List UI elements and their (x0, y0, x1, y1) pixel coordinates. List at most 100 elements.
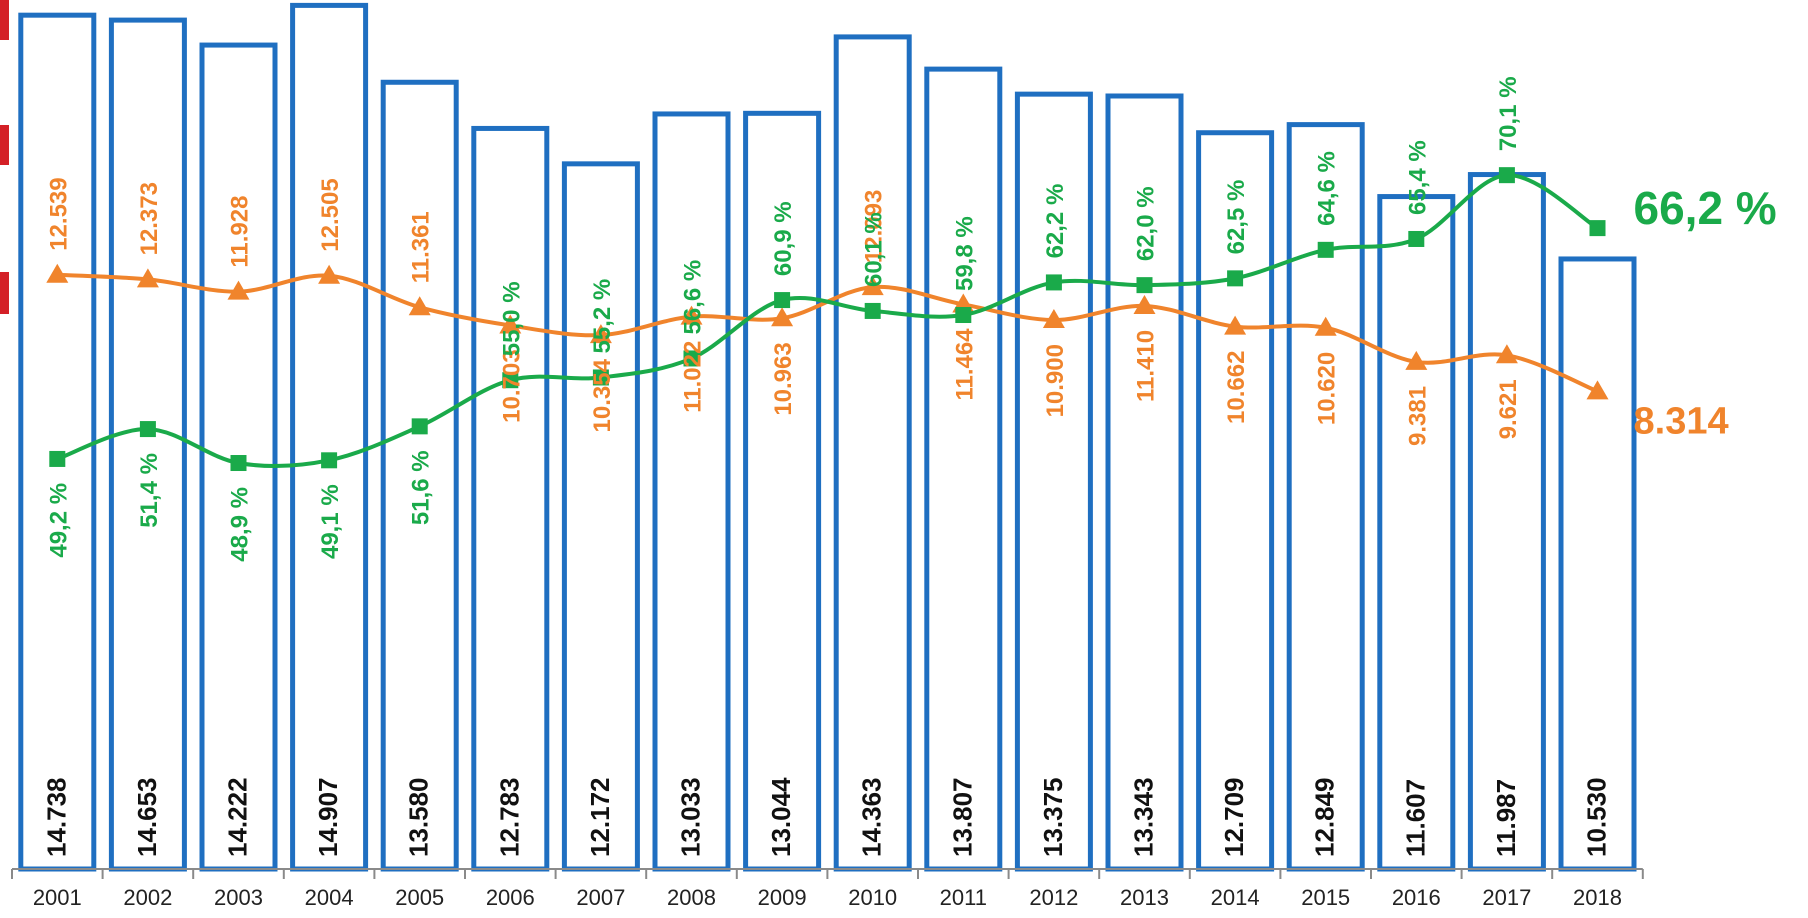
green-series-marker (1317, 241, 1334, 258)
x-tick-label: 2007 (576, 885, 625, 910)
bar-value-label: 12.172 (585, 777, 615, 857)
bar-value-label: 13.580 (404, 777, 434, 857)
orange-series-value-label: 12.373 (136, 182, 163, 255)
orange-series-value-label: 12.093 (861, 190, 888, 263)
x-tick-label: 2017 (1482, 885, 1531, 910)
green-series-value-label: 60,9 % (770, 201, 797, 276)
bar-2008 (652, 111, 731, 872)
green-series-marker (592, 369, 609, 386)
green-series-marker (321, 452, 338, 469)
bar-2006 (471, 125, 550, 872)
green-series-value-label: 62,2 % (1042, 184, 1069, 259)
bar-2007 (561, 161, 640, 872)
bar-value-label: 13.807 (947, 777, 977, 857)
x-axis: 2001 2002 2003 2004 2005 2006 2007 2008 2009 2010… (11, 868, 1644, 910)
green-series-value-label: 51,6 % (408, 450, 435, 525)
x-tick-label: 2011 (940, 885, 987, 910)
orange-series-marker (1224, 315, 1247, 335)
bar-value-label: 10.530 (1582, 777, 1612, 857)
orange-series-marker (499, 314, 522, 334)
orange-series-value-label: 10.900 (1042, 344, 1069, 417)
green-series-value-label: 62,5 % (1223, 180, 1250, 255)
x-tick-label: 2009 (758, 885, 807, 910)
bar-value-label: 11.987 (1491, 779, 1521, 857)
green-series-value-label: 51,4 % (136, 453, 163, 528)
green-series-value-label: 48,9 % (227, 487, 254, 562)
bar-value-label: 14.653 (132, 777, 162, 857)
x-tick-label: 2005 (395, 885, 444, 910)
orange-series-value-label: 10.963 (770, 342, 797, 415)
green-series-value-label: 55,0 % (498, 281, 525, 356)
orange-series-value-label: 10.354 (589, 358, 616, 432)
x-tick-label: 2012 (1029, 885, 1078, 910)
orange-series-marker (861, 276, 884, 296)
orange-series-marker (589, 324, 612, 344)
green-series-marker (955, 307, 972, 324)
orange-series-value-label: 12.505 (317, 178, 344, 251)
x-tick-label: 2002 (123, 885, 172, 910)
bar-value-label: 12.709 (1219, 777, 1249, 857)
x-tick-label: 2015 (1301, 885, 1350, 910)
x-tick-label: 2010 (848, 885, 897, 910)
green-series-line (56, 173, 1599, 469)
bar-value-label: 12.783 (494, 777, 524, 857)
bar-value-label: 13.044 (766, 777, 796, 857)
x-tick-label: 2016 (1392, 885, 1441, 910)
orange-series-value-label: 11.464 (951, 328, 978, 401)
green-series-marker (683, 350, 700, 367)
green-series-marker (230, 455, 247, 472)
green-series-value-label: 55,2 % (589, 279, 616, 354)
bar-value-label: 14.907 (313, 777, 343, 857)
x-tick-label: 2004 (305, 885, 354, 910)
orange-series-marker (1042, 309, 1065, 329)
labels-layer: 14.738 14.653 14.222 14.907 13.580 12.783 12.1… (41, 76, 1776, 857)
bar-value-label: 13.343 (1129, 777, 1159, 857)
orange-series-marker (1133, 294, 1156, 314)
green-series-value-label: 59,8 % (951, 216, 978, 291)
bar-2018 (1558, 256, 1637, 872)
bar-2002 (108, 17, 187, 872)
bar-2013 (1105, 93, 1184, 872)
green-series-marker (139, 421, 156, 438)
green-series-marker (1227, 270, 1244, 287)
orange-series-value-label: 11.928 (227, 196, 254, 268)
orange-series-marker (1405, 350, 1428, 370)
orange-series-value-label: 10.662 (1223, 351, 1250, 424)
orange-series-marker (680, 305, 703, 325)
green-series-value-label: 62,0 % (1133, 186, 1160, 261)
bar-2004 (290, 2, 369, 872)
orange-series-marker (46, 263, 69, 283)
green-series-marker (774, 292, 791, 309)
orange-series-marker (1586, 380, 1609, 400)
bar-value-label: 14.363 (857, 777, 887, 857)
orange-series-marker (1314, 316, 1337, 336)
green-series-value-label: 64,6 % (1314, 151, 1341, 226)
bar-value-label: 13.033 (676, 777, 706, 857)
bar-value-label: 13.375 (1038, 777, 1068, 857)
green-series-last-label: 66,2 % (1634, 182, 1777, 234)
x-tick-label: 2006 (486, 885, 535, 910)
orange-series-value-label: 9.621 (1495, 379, 1522, 439)
green-series-value-label: 49,2 % (45, 483, 72, 558)
orange-series-last-label: 8.314 (1634, 400, 1729, 442)
lines-layer (46, 167, 1609, 472)
orange-series-marker (771, 307, 794, 327)
bar-2005 (380, 79, 459, 872)
green-series-value-label: 65,4 % (1404, 140, 1431, 215)
bar-2016 (1377, 194, 1456, 872)
green-series-marker (1498, 167, 1515, 184)
bar-2017 (1467, 172, 1546, 872)
orange-series-value-label: 10.703 (498, 349, 525, 422)
orange-series-marker (227, 280, 250, 300)
bar-2011 (924, 66, 1003, 872)
green-series-marker (411, 418, 428, 435)
orange-series-value-label: 12.539 (45, 177, 72, 250)
orange-series-line (57, 272, 1599, 394)
orange-series-value-label: 10.620 (1314, 352, 1341, 425)
orange-series-value-label: 11.361 (408, 211, 435, 283)
bar-value-label: 14.222 (223, 777, 253, 857)
green-series-value-label: 60,1 % (861, 212, 888, 287)
green-series-marker (864, 302, 881, 319)
bar-2001 (18, 12, 97, 872)
